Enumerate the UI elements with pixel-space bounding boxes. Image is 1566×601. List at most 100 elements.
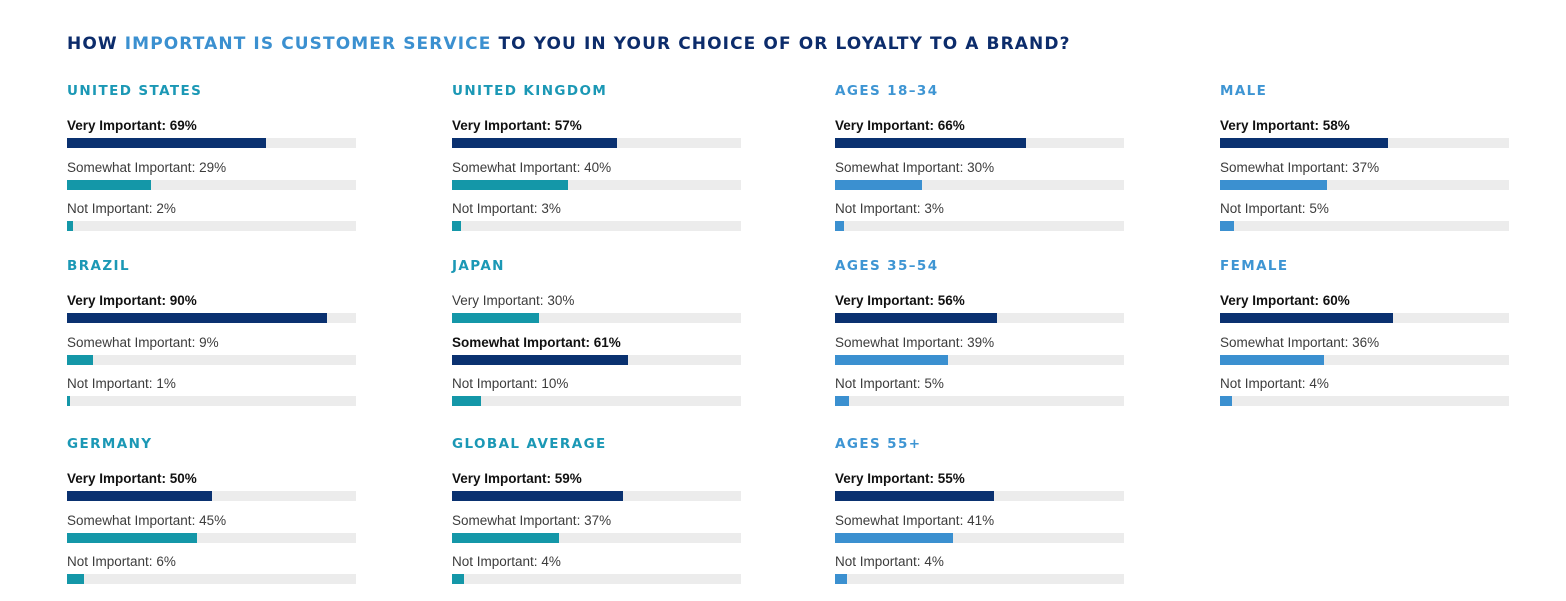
bar-track xyxy=(452,180,741,190)
value-label: 57% xyxy=(554,118,582,133)
bar-row-very-important: Very Important: 59% xyxy=(452,471,742,511)
bar-label: Not Important: 5% xyxy=(835,376,944,391)
bar-row-somewhat-important: Somewhat Important: 30% xyxy=(835,160,1125,200)
category-label: Very Important xyxy=(67,118,162,133)
bar-somewhat-important xyxy=(67,533,197,543)
bar-not-important xyxy=(835,574,847,584)
value-label: 59% xyxy=(554,471,582,486)
bar-not-important xyxy=(67,574,84,584)
bar-track xyxy=(835,138,1124,148)
panel-title: AGES 55+ xyxy=(835,436,922,452)
value-label: 30% xyxy=(967,160,995,175)
bar-track xyxy=(67,313,356,323)
bar-row-very-important: Very Important: 57% xyxy=(452,118,742,158)
bar-label: Somewhat Important: 61% xyxy=(452,335,621,350)
bar-track xyxy=(835,396,1124,406)
category-label: Very Important xyxy=(452,471,547,486)
panel-title: GLOBAL AVERAGE xyxy=(452,436,607,452)
bar-row-somewhat-important: Somewhat Important: 9% xyxy=(67,335,357,375)
bar-row-very-important: Very Important: 55% xyxy=(835,471,1125,511)
bar-row-somewhat-important: Somewhat Important: 40% xyxy=(452,160,742,200)
bar-label: Somewhat Important: 41% xyxy=(835,513,995,528)
panel-title: JAPAN xyxy=(452,258,505,274)
bar-very-important xyxy=(835,138,1026,148)
title-highlight: IMPORTANT IS CUSTOMER SERVICE xyxy=(124,34,492,54)
value-label: 66% xyxy=(937,118,965,133)
bar-very-important xyxy=(452,313,539,323)
value-label: 60% xyxy=(1322,293,1350,308)
bar-track xyxy=(835,491,1124,501)
value-label: 9% xyxy=(199,335,219,350)
bar-label: Somewhat Important: 37% xyxy=(452,513,612,528)
bar-track xyxy=(452,533,741,543)
bar-track xyxy=(1220,221,1509,231)
bar-not-important xyxy=(67,221,73,231)
category-label: Not Important xyxy=(67,201,149,216)
bar-label: Very Important: 59% xyxy=(452,471,582,486)
bar-not-important xyxy=(835,221,844,231)
category-label: Very Important xyxy=(1220,118,1315,133)
panel-title: UNITED STATES xyxy=(67,83,203,99)
bar-very-important xyxy=(67,138,266,148)
bar-track xyxy=(452,355,741,365)
bar-very-important xyxy=(835,491,994,501)
value-label: 69% xyxy=(169,118,197,133)
bar-not-important xyxy=(452,396,481,406)
value-label: 37% xyxy=(584,513,612,528)
bar-very-important xyxy=(452,138,617,148)
category-label: Somewhat Important xyxy=(835,160,960,175)
bar-label: Not Important: 4% xyxy=(1220,376,1329,391)
bar-track xyxy=(1220,313,1509,323)
bar-row-somewhat-important: Somewhat Important: 37% xyxy=(1220,160,1510,200)
bar-row-not-important: Not Important: 4% xyxy=(1220,376,1510,416)
value-label: 55% xyxy=(937,471,965,486)
category-label: Very Important xyxy=(452,118,547,133)
bar-very-important xyxy=(452,491,623,501)
value-label: 40% xyxy=(584,160,612,175)
category-label: Not Important xyxy=(452,201,534,216)
category-label: Very Important xyxy=(67,471,162,486)
bar-somewhat-important xyxy=(452,533,559,543)
bar-somewhat-important xyxy=(452,180,568,190)
bar-label: Not Important: 4% xyxy=(452,554,561,569)
bar-row-very-important: Very Important: 69% xyxy=(67,118,357,158)
value-label: 6% xyxy=(156,554,176,569)
category-label: Somewhat Important xyxy=(67,335,192,350)
panel-title: BRAZIL xyxy=(67,258,130,274)
bar-track xyxy=(1220,396,1509,406)
bar-label: Very Important: 58% xyxy=(1220,118,1350,133)
bar-track xyxy=(1220,138,1509,148)
bar-not-important xyxy=(452,221,461,231)
category-label: Not Important xyxy=(1220,376,1302,391)
bar-label: Very Important: 90% xyxy=(67,293,197,308)
bar-label: Not Important: 3% xyxy=(452,201,561,216)
bar-somewhat-important xyxy=(67,355,93,365)
category-label: Not Important xyxy=(452,554,534,569)
category-label: Not Important xyxy=(835,201,917,216)
value-label: 3% xyxy=(541,201,561,216)
bar-somewhat-important xyxy=(835,180,922,190)
category-label: Somewhat Important xyxy=(67,160,192,175)
value-label: 4% xyxy=(541,554,561,569)
bar-very-important xyxy=(67,491,212,501)
bar-not-important xyxy=(67,396,70,406)
title-suffix: TO YOU IN YOUR CHOICE OF OR LOYALTY TO A… xyxy=(491,34,1071,54)
bar-track xyxy=(1220,355,1509,365)
bar-row-somewhat-important: Somewhat Important: 37% xyxy=(452,513,742,553)
bar-row-not-important: Not Important: 5% xyxy=(1220,201,1510,241)
bar-label: Not Important: 2% xyxy=(67,201,176,216)
value-label: 5% xyxy=(1309,201,1329,216)
category-label: Somewhat Important xyxy=(835,513,960,528)
bar-row-very-important: Very Important: 66% xyxy=(835,118,1125,158)
category-label: Somewhat Important xyxy=(452,335,586,350)
category-label: Very Important xyxy=(835,471,930,486)
bar-track xyxy=(452,574,741,584)
title-prefix: HOW xyxy=(67,34,125,54)
value-label: 37% xyxy=(1352,160,1380,175)
bar-track xyxy=(67,574,356,584)
bar-row-very-important: Very Important: 90% xyxy=(67,293,357,333)
panel-title: UNITED KINGDOM xyxy=(452,83,608,99)
bar-not-important xyxy=(452,574,464,584)
bar-very-important xyxy=(1220,138,1388,148)
bar-very-important xyxy=(67,313,327,323)
